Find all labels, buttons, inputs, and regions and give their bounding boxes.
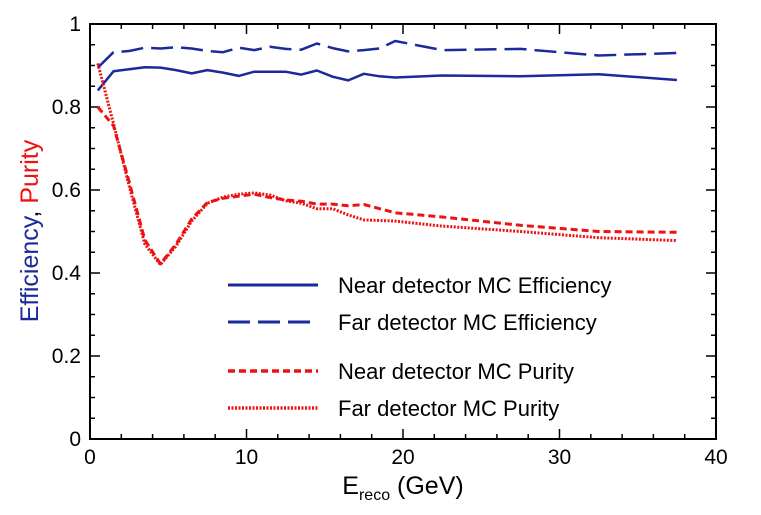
legend: Near detector MC Efficiency Far detector … [228, 273, 611, 421]
axis-ticks: 0 10 20 30 40 0 0.2 0.4 0.6 0.8 1 [52, 13, 728, 469]
x-tick-label: 10 [235, 446, 258, 469]
x-tick-label: 30 [548, 446, 571, 469]
x-axis-label-unit: (GeV) [390, 472, 464, 500]
series-layer [96, 39, 677, 267]
series-line-1 [96, 65, 677, 92]
series-line-3 [96, 106, 677, 266]
y-tick-label: 0 [69, 428, 81, 451]
y-axis-label-efficiency: Efficiency [16, 215, 44, 322]
legend-label: Far detector MC Efficiency [338, 310, 597, 335]
y-tick-label: 0.6 [52, 179, 81, 202]
x-tick-label: 20 [391, 446, 414, 469]
y-tick-label: 1 [69, 13, 81, 36]
legend-label: Near detector MC Efficiency [338, 273, 611, 298]
y-tick-label: 0.8 [52, 96, 81, 119]
y-axis-label-separator: , [16, 204, 44, 218]
y-tick-label: 0.4 [52, 262, 82, 285]
legend-label: Far detector MC Purity [338, 396, 559, 421]
y-tick-label: 0.2 [52, 345, 81, 368]
y-axis-label-purity: Purity [16, 139, 44, 203]
x-axis-label-sub: reco [359, 487, 390, 504]
x-axis-label-main: E [342, 472, 359, 500]
series-line-4 [96, 63, 677, 267]
x-axis-label: Ereco (GeV) [342, 472, 463, 504]
x-tick-label: 0 [84, 446, 96, 469]
series-line-2 [96, 39, 677, 69]
x-tick-label: 40 [704, 446, 727, 469]
legend-label: Near detector MC Purity [338, 359, 574, 384]
y-axis-label: Efficiency, Purity [16, 139, 44, 322]
